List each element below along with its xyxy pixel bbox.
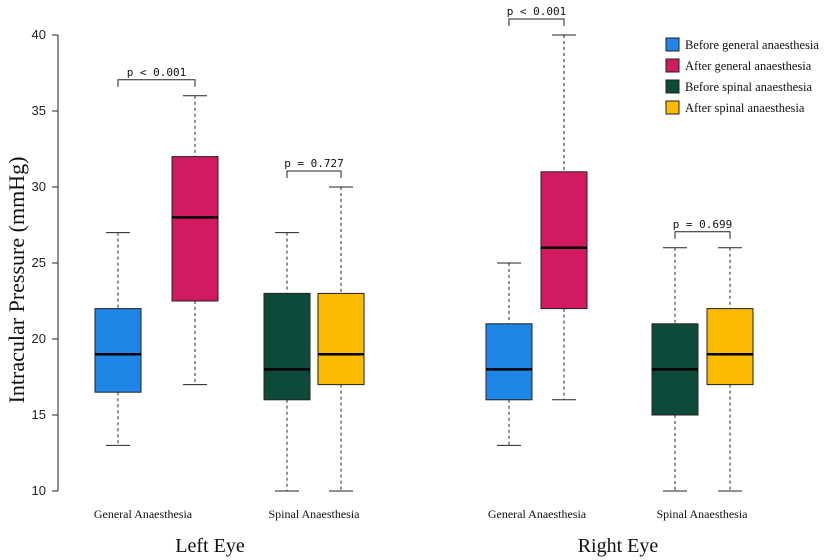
iqr-box bbox=[485, 323, 533, 401]
legend: Before general anaesthesia After general … bbox=[665, 37, 819, 115]
legend-label: Before general anaesthesia bbox=[685, 38, 819, 52]
y-tick-label: 10 bbox=[32, 483, 46, 498]
significance-bracket bbox=[508, 18, 565, 26]
legend-label: After spinal anaesthesia bbox=[685, 101, 805, 115]
iqr-box bbox=[317, 292, 365, 386]
box-plot bbox=[171, 95, 219, 386]
iqr-box bbox=[263, 292, 311, 401]
legend-label: Before spinal anaesthesia bbox=[685, 80, 812, 94]
box-plot bbox=[263, 232, 311, 492]
panel-label: Left Eye bbox=[175, 535, 245, 557]
y-tick-label: 15 bbox=[32, 407, 46, 422]
group-label: General Anaesthesia bbox=[94, 507, 193, 521]
legend-swatch bbox=[665, 37, 680, 52]
legend-item: After spinal anaesthesia bbox=[665, 100, 805, 115]
legend-label: After general anaesthesia bbox=[685, 59, 812, 73]
legend-item: Before general anaesthesia bbox=[665, 37, 819, 52]
y-axis-label: Intracular Pressure (mmHg) bbox=[4, 157, 29, 404]
y-axis: 10 15 20 25 30 35 40 bbox=[32, 27, 59, 498]
box-plot bbox=[540, 34, 588, 401]
p-value-label: p < 0.001 bbox=[127, 66, 187, 79]
iqr-box bbox=[94, 308, 142, 393]
legend-item: Before spinal anaesthesia bbox=[665, 79, 812, 94]
group-label: Spinal Anaesthesia bbox=[657, 507, 749, 521]
y-tick-label: 20 bbox=[32, 331, 46, 346]
iqr-box bbox=[540, 171, 588, 310]
label-layer: Left Eye General Anaesthesia p < 0.001 Spin… bbox=[94, 5, 748, 557]
box-plot bbox=[706, 247, 754, 492]
y-tick-label: 25 bbox=[32, 255, 46, 270]
significance-bracket bbox=[117, 79, 196, 87]
legend-swatch bbox=[665, 100, 680, 115]
p-value-label: p = 0.699 bbox=[673, 218, 733, 231]
legend-swatch bbox=[665, 79, 680, 94]
panel-label: Right Eye bbox=[578, 535, 659, 557]
group-label: Spinal Anaesthesia bbox=[269, 507, 361, 521]
significance-bracket bbox=[674, 231, 731, 239]
group-label: General Anaesthesia bbox=[488, 507, 587, 521]
box-plot bbox=[94, 232, 142, 446]
p-value-label: p < 0.001 bbox=[507, 5, 567, 18]
box-plot bbox=[651, 247, 699, 492]
box-plot bbox=[317, 186, 365, 492]
y-tick-label: 40 bbox=[32, 27, 46, 42]
p-value-label: p = 0.727 bbox=[284, 157, 344, 170]
significance-bracket bbox=[286, 170, 342, 178]
y-tick-label: 35 bbox=[32, 103, 46, 118]
iqr-box bbox=[171, 156, 219, 302]
iqr-box bbox=[706, 308, 754, 386]
y-tick-label: 30 bbox=[32, 179, 46, 194]
legend-swatch bbox=[665, 58, 680, 73]
box-layer bbox=[94, 34, 754, 492]
box-plot bbox=[485, 262, 533, 446]
legend-item: After general anaesthesia bbox=[665, 58, 812, 73]
